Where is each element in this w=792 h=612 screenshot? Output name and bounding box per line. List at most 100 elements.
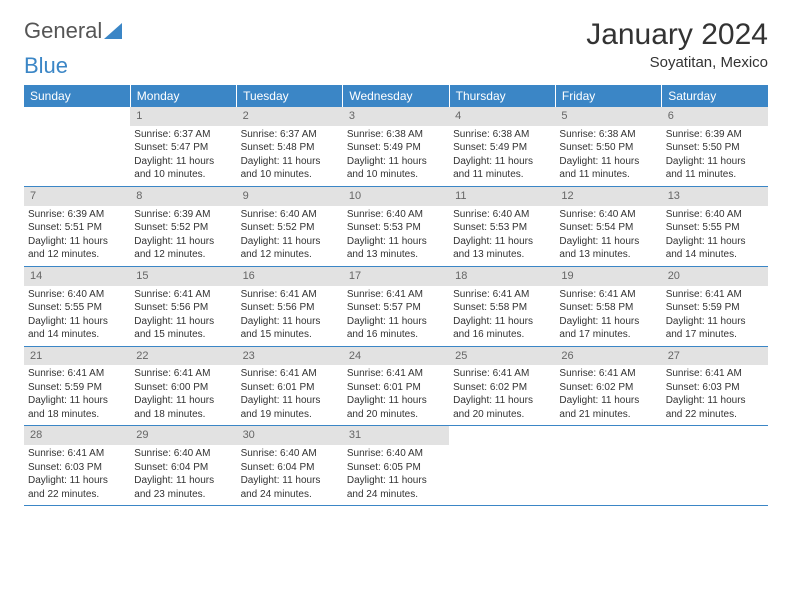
- sunrise-line: Sunrise: 6:41 AM: [134, 367, 232, 381]
- day-body: Sunrise: 6:38 AMSunset: 5:50 PMDaylight:…: [555, 126, 661, 186]
- day-number: 4: [449, 107, 555, 126]
- day-number: 6: [662, 107, 768, 126]
- weekday-header: Friday: [555, 85, 661, 107]
- calendar-day-cell: 20Sunrise: 6:41 AMSunset: 5:59 PMDayligh…: [662, 266, 768, 346]
- daylight-line: Daylight: 11 hours and 23 minutes.: [134, 474, 232, 501]
- daylight-line: Daylight: 11 hours and 13 minutes.: [559, 235, 657, 262]
- day-body: Sunrise: 6:40 AMSunset: 5:55 PMDaylight:…: [662, 206, 768, 266]
- weekday-header: Wednesday: [343, 85, 449, 107]
- daylight-line: Daylight: 11 hours and 16 minutes.: [453, 315, 551, 342]
- daylight-line: Daylight: 11 hours and 13 minutes.: [347, 235, 445, 262]
- day-number: 17: [343, 267, 449, 286]
- calendar-day-cell: 31Sunrise: 6:40 AMSunset: 6:05 PMDayligh…: [343, 426, 449, 506]
- calendar-week-row: 14Sunrise: 6:40 AMSunset: 5:55 PMDayligh…: [24, 266, 768, 346]
- day-number: 18: [449, 267, 555, 286]
- day-body: Sunrise: 6:37 AMSunset: 5:48 PMDaylight:…: [237, 126, 343, 186]
- day-body: Sunrise: 6:40 AMSunset: 5:52 PMDaylight:…: [237, 206, 343, 266]
- calendar-week-row: 28Sunrise: 6:41 AMSunset: 6:03 PMDayligh…: [24, 426, 768, 506]
- day-body: Sunrise: 6:40 AMSunset: 6:05 PMDaylight:…: [343, 445, 449, 505]
- calendar-table: Sunday Monday Tuesday Wednesday Thursday…: [24, 85, 768, 506]
- day-number: 5: [555, 107, 661, 126]
- daylight-line: Daylight: 11 hours and 11 minutes.: [666, 155, 764, 182]
- day-number: 11: [449, 187, 555, 206]
- day-number: 10: [343, 187, 449, 206]
- sunset-line: Sunset: 6:00 PM: [134, 381, 232, 395]
- sunset-line: Sunset: 5:55 PM: [28, 301, 126, 315]
- sunrise-line: Sunrise: 6:41 AM: [666, 288, 764, 302]
- daylight-line: Daylight: 11 hours and 10 minutes.: [134, 155, 232, 182]
- day-body: Sunrise: 6:41 AMSunset: 6:01 PMDaylight:…: [237, 365, 343, 425]
- sunset-line: Sunset: 6:02 PM: [453, 381, 551, 395]
- day-number: 20: [662, 267, 768, 286]
- sunrise-line: Sunrise: 6:41 AM: [134, 288, 232, 302]
- day-body: Sunrise: 6:41 AMSunset: 5:57 PMDaylight:…: [343, 286, 449, 346]
- daylight-line: Daylight: 11 hours and 20 minutes.: [347, 394, 445, 421]
- calendar-day-cell: 27Sunrise: 6:41 AMSunset: 6:03 PMDayligh…: [662, 346, 768, 426]
- day-number: 29: [130, 426, 236, 445]
- daylight-line: Daylight: 11 hours and 12 minutes.: [134, 235, 232, 262]
- daylight-line: Daylight: 11 hours and 21 minutes.: [559, 394, 657, 421]
- day-number: 15: [130, 267, 236, 286]
- location-label: Soyatitan, Mexico: [586, 54, 768, 71]
- sunrise-line: Sunrise: 6:38 AM: [453, 128, 551, 142]
- sunrise-line: Sunrise: 6:40 AM: [666, 208, 764, 222]
- sunrise-line: Sunrise: 6:39 AM: [28, 208, 126, 222]
- sunrise-line: Sunrise: 6:37 AM: [241, 128, 339, 142]
- day-body: Sunrise: 6:37 AMSunset: 5:47 PMDaylight:…: [130, 126, 236, 186]
- logo: General: [24, 18, 124, 44]
- daylight-line: Daylight: 11 hours and 17 minutes.: [666, 315, 764, 342]
- sunrise-line: Sunrise: 6:41 AM: [28, 447, 126, 461]
- sunset-line: Sunset: 6:03 PM: [28, 461, 126, 475]
- day-body: Sunrise: 6:41 AMSunset: 6:03 PMDaylight:…: [24, 445, 130, 505]
- day-body: Sunrise: 6:41 AMSunset: 5:59 PMDaylight:…: [662, 286, 768, 346]
- day-number: 1: [130, 107, 236, 126]
- sunset-line: Sunset: 6:04 PM: [134, 461, 232, 475]
- daylight-line: Daylight: 11 hours and 11 minutes.: [453, 155, 551, 182]
- daylight-line: Daylight: 11 hours and 12 minutes.: [28, 235, 126, 262]
- sunrise-line: Sunrise: 6:41 AM: [559, 288, 657, 302]
- sunrise-line: Sunrise: 6:38 AM: [559, 128, 657, 142]
- sunrise-line: Sunrise: 6:40 AM: [453, 208, 551, 222]
- daylight-line: Daylight: 11 hours and 11 minutes.: [559, 155, 657, 182]
- calendar-day-cell: 30Sunrise: 6:40 AMSunset: 6:04 PMDayligh…: [237, 426, 343, 506]
- sunset-line: Sunset: 5:53 PM: [347, 221, 445, 235]
- day-number: 31: [343, 426, 449, 445]
- sunset-line: Sunset: 6:03 PM: [666, 381, 764, 395]
- sunset-line: Sunset: 6:04 PM: [241, 461, 339, 475]
- sunset-line: Sunset: 5:52 PM: [134, 221, 232, 235]
- calendar-week-row: 21Sunrise: 6:41 AMSunset: 5:59 PMDayligh…: [24, 346, 768, 426]
- calendar-day-cell: 28Sunrise: 6:41 AMSunset: 6:03 PMDayligh…: [24, 426, 130, 506]
- sunrise-line: Sunrise: 6:39 AM: [666, 128, 764, 142]
- sunset-line: Sunset: 6:05 PM: [347, 461, 445, 475]
- day-number: 12: [555, 187, 661, 206]
- sunset-line: Sunset: 5:59 PM: [666, 301, 764, 315]
- daylight-line: Daylight: 11 hours and 14 minutes.: [666, 235, 764, 262]
- sunrise-line: Sunrise: 6:40 AM: [241, 208, 339, 222]
- sunset-line: Sunset: 5:51 PM: [28, 221, 126, 235]
- sunset-line: Sunset: 5:49 PM: [453, 141, 551, 155]
- weekday-header: Tuesday: [237, 85, 343, 107]
- day-body: Sunrise: 6:41 AMSunset: 5:56 PMDaylight:…: [130, 286, 236, 346]
- day-number: 3: [343, 107, 449, 126]
- calendar-day-cell: 2Sunrise: 6:37 AMSunset: 5:48 PMDaylight…: [237, 107, 343, 186]
- daylight-line: Daylight: 11 hours and 18 minutes.: [28, 394, 126, 421]
- calendar-day-cell: 1Sunrise: 6:37 AMSunset: 5:47 PMDaylight…: [130, 107, 236, 186]
- sunrise-line: Sunrise: 6:41 AM: [347, 288, 445, 302]
- sunrise-line: Sunrise: 6:41 AM: [28, 367, 126, 381]
- day-body: Sunrise: 6:39 AMSunset: 5:52 PMDaylight:…: [130, 206, 236, 266]
- daylight-line: Daylight: 11 hours and 15 minutes.: [134, 315, 232, 342]
- day-body: Sunrise: 6:41 AMSunset: 6:02 PMDaylight:…: [449, 365, 555, 425]
- day-body: Sunrise: 6:41 AMSunset: 5:56 PMDaylight:…: [237, 286, 343, 346]
- day-number: 28: [24, 426, 130, 445]
- sunrise-line: Sunrise: 6:41 AM: [453, 288, 551, 302]
- sunset-line: Sunset: 6:01 PM: [347, 381, 445, 395]
- day-number: 16: [237, 267, 343, 286]
- logo-part2: Blue: [24, 53, 68, 78]
- logo-part1: General: [24, 18, 102, 44]
- calendar-day-cell: 14Sunrise: 6:40 AMSunset: 5:55 PMDayligh…: [24, 266, 130, 346]
- sunrise-line: Sunrise: 6:38 AM: [347, 128, 445, 142]
- sunset-line: Sunset: 5:48 PM: [241, 141, 339, 155]
- sunset-line: Sunset: 6:01 PM: [241, 381, 339, 395]
- sunrise-line: Sunrise: 6:41 AM: [453, 367, 551, 381]
- day-body: Sunrise: 6:41 AMSunset: 6:00 PMDaylight:…: [130, 365, 236, 425]
